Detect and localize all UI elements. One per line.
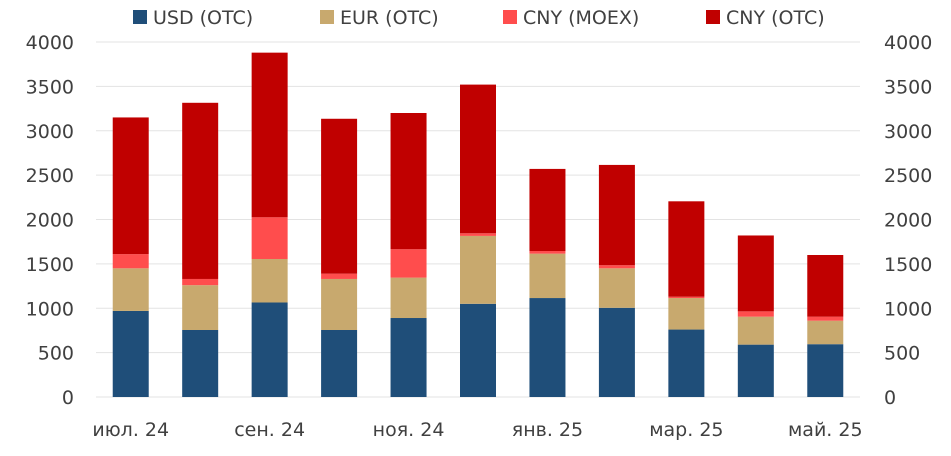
x-tick-3: сен. 24 — [234, 419, 305, 441]
y-tick-right-4000: 4000 — [884, 32, 932, 54]
bar-1-11 — [807, 344, 844, 397]
bar-3-1 — [112, 254, 149, 269]
bar-1-10 — [737, 344, 774, 397]
y-axis-left: 0 500 1000 1500 2000 2500 3000 3500 4000 — [26, 32, 74, 409]
bar-3-3 — [251, 217, 288, 259]
y-tick-left-4000: 4000 — [26, 32, 74, 54]
bar-3-8 — [598, 265, 635, 269]
y-tick-right-3000: 3000 — [884, 121, 932, 143]
y-tick-left-1500: 1500 — [26, 254, 74, 276]
y-tick-left-1000: 1000 — [26, 298, 74, 320]
bar-4-3 — [251, 52, 288, 218]
legend-label-2: EUR (OTC) — [340, 7, 439, 29]
bar-3-2 — [182, 278, 219, 286]
bar-4-9 — [668, 201, 705, 297]
bar-1-7 — [529, 298, 566, 397]
bar-4-10 — [737, 235, 774, 312]
bar-4-4 — [321, 118, 358, 274]
bar-2-1 — [112, 268, 149, 311]
y-tick-right-1000: 1000 — [884, 298, 932, 320]
bar-1-8 — [598, 307, 635, 397]
y-tick-right-0: 0 — [884, 387, 896, 409]
y-tick-left-3500: 3500 — [26, 76, 74, 98]
y-tick-left-500: 500 — [38, 343, 74, 365]
bar-4-1 — [112, 117, 149, 255]
y-tick-left-3000: 3000 — [26, 121, 74, 143]
bar-3-9 — [668, 296, 705, 299]
bar-3-6 — [460, 233, 496, 236]
legend-swatch-3 — [503, 10, 517, 24]
bar-2-8 — [598, 268, 635, 308]
bar-2-9 — [668, 298, 705, 330]
y-tick-right-3500: 3500 — [884, 76, 932, 98]
legend-label-3: CNY (MOEX) — [523, 7, 639, 29]
bar-1-2 — [182, 329, 219, 397]
y-tick-left-2500: 2500 — [26, 165, 74, 187]
legend-label-1: USD (OTC) — [153, 7, 253, 29]
y-tick-left-2000: 2000 — [26, 210, 74, 232]
bar-4-7 — [529, 168, 566, 252]
bar-3-5 — [390, 249, 427, 278]
bar-2-5 — [390, 277, 427, 319]
bar-4-8 — [598, 164, 635, 266]
x-tick-7: янв. 25 — [512, 419, 583, 441]
y-axis-right: 0 500 1000 1500 2000 2500 3000 3500 4000 — [884, 32, 932, 409]
bar-2-10 — [737, 316, 774, 345]
x-tick-1: июл. 24 — [92, 419, 169, 441]
y-tick-right-2000: 2000 — [884, 210, 932, 232]
bar-1-3 — [251, 302, 288, 397]
legend-swatch-2 — [320, 10, 334, 24]
x-tick-11: май. 25 — [788, 419, 863, 441]
bar-4-2 — [182, 102, 219, 279]
bar-1-6 — [460, 303, 496, 397]
legend-swatch-4 — [706, 10, 720, 24]
bar-3-4 — [321, 273, 358, 279]
legend: USD (OTC) EUR (OTC) CNY (MOEX) CNY (OTC) — [133, 7, 825, 29]
y-tick-right-2500: 2500 — [884, 165, 932, 187]
y-tick-left-0: 0 — [62, 387, 74, 409]
x-tick-5: ноя. 24 — [373, 419, 445, 441]
bars — [112, 52, 844, 397]
bar-3-10 — [737, 311, 774, 317]
y-tick-right-1500: 1500 — [884, 254, 932, 276]
bar-2-3 — [251, 258, 288, 303]
bar-2-11 — [807, 320, 844, 345]
bar-2-4 — [321, 278, 358, 330]
bar-2-2 — [182, 285, 219, 330]
bar-3-11 — [807, 316, 844, 321]
y-tick-right-500: 500 — [884, 343, 920, 365]
legend-swatch-1 — [133, 10, 147, 24]
bar-1-9 — [668, 329, 705, 397]
bar-1-4 — [321, 329, 358, 397]
x-axis: июл. 24 сен. 24 ноя. 24 янв. 25 мар. 25 май. … — [92, 419, 862, 441]
bar-4-11 — [807, 255, 844, 317]
bar-1-1 — [112, 310, 149, 397]
bar-3-7 — [529, 251, 566, 254]
legend-label-4: CNY (OTC) — [726, 7, 825, 29]
bar-2-7 — [529, 253, 566, 299]
x-tick-9: мар. 25 — [649, 419, 723, 441]
bar-1-5 — [390, 318, 427, 397]
bar-4-6 — [460, 84, 496, 234]
bar-4-5 — [390, 113, 427, 250]
bar-2-6 — [460, 235, 496, 304]
